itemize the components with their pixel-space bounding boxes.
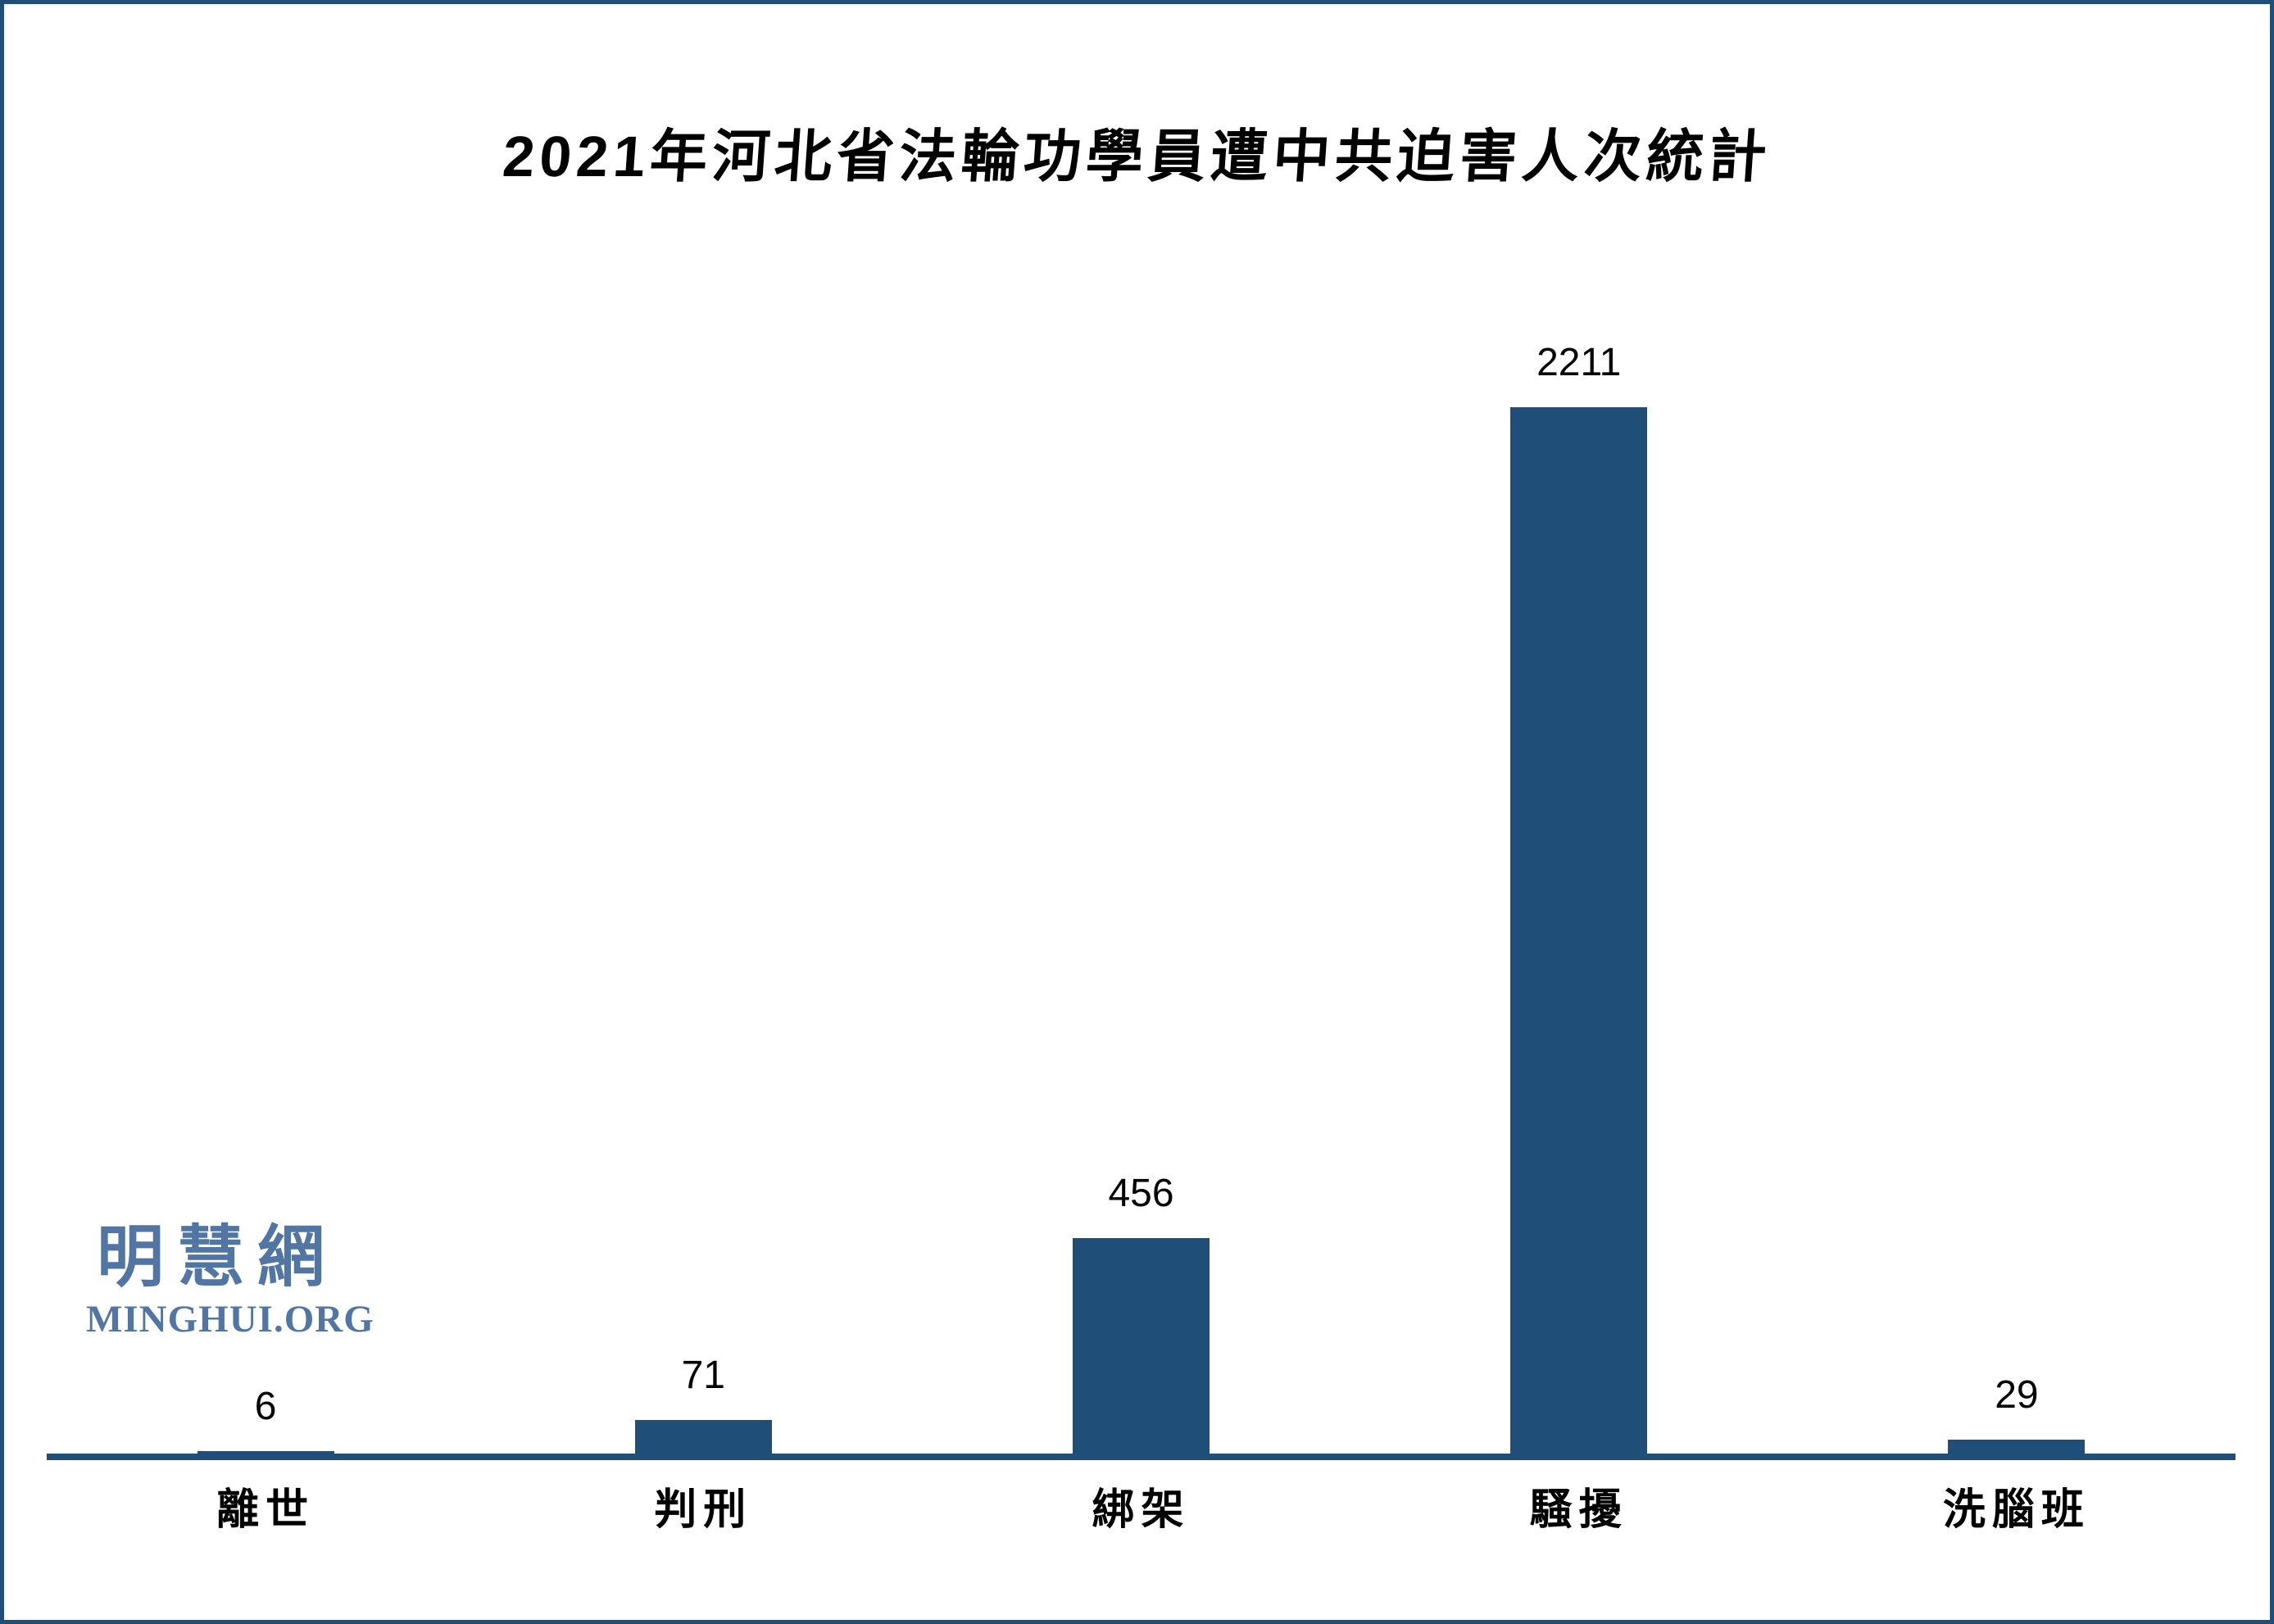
plot-area bbox=[47, 407, 2235, 1454]
category-label-騷擾: 騷擾 bbox=[1529, 1486, 1628, 1534]
bar-離世 bbox=[197, 1451, 334, 1454]
minghui-logo-latin-text: MINGHUI.ORG bbox=[86, 1298, 374, 1340]
category-label-洗腦班: 洗腦班 bbox=[1942, 1486, 2090, 1534]
bar-綁架 bbox=[1073, 1238, 1210, 1454]
value-label-判刑: 71 bbox=[681, 1354, 725, 1397]
bar-判刑 bbox=[634, 1420, 772, 1454]
value-label-離世: 6 bbox=[254, 1385, 277, 1428]
x-axis-line bbox=[47, 1454, 2235, 1460]
chart-title: 2021年河北省法輪功學員遭中共迫害人次統計 bbox=[500, 125, 1774, 188]
category-label-判刑: 判刑 bbox=[654, 1486, 753, 1534]
bar-洗腦班 bbox=[1948, 1440, 2086, 1454]
value-label-騷擾: 2211 bbox=[1536, 341, 1622, 384]
category-label-離世: 離世 bbox=[216, 1486, 315, 1534]
minghui-logo: 明慧網 MINGHUI.ORG bbox=[86, 1218, 374, 1340]
value-label-綁架: 456 bbox=[1108, 1172, 1174, 1215]
bar-騷擾 bbox=[1510, 407, 1648, 1454]
category-label-綁架: 綁架 bbox=[1092, 1486, 1191, 1534]
value-label-洗腦班: 29 bbox=[1995, 1373, 2039, 1417]
minghui-logo-cjk-text: 明慧網 bbox=[96, 1220, 338, 1295]
